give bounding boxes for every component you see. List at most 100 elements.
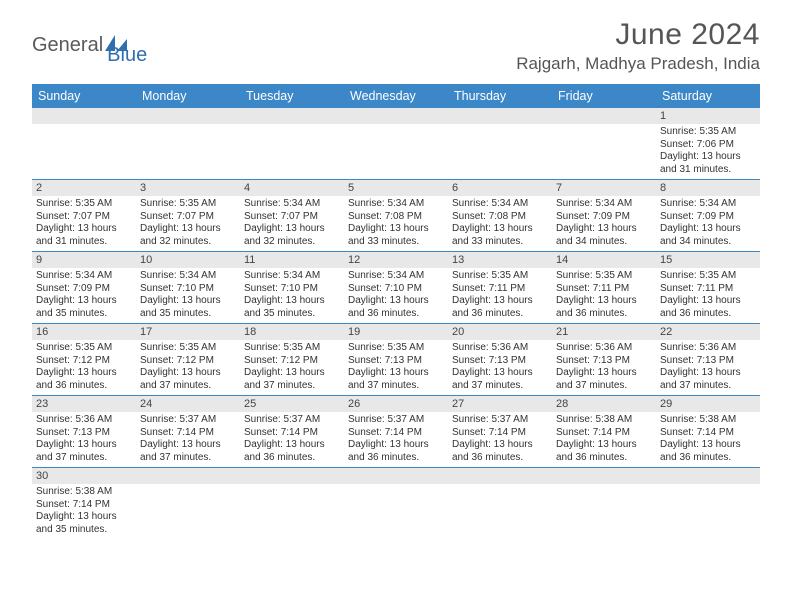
daylight1-text: Daylight: 13 hours: [556, 439, 652, 452]
day-number: 30: [32, 468, 136, 484]
daylight1-text: Daylight: 13 hours: [36, 511, 132, 524]
sunset-text: Sunset: 7:14 PM: [556, 427, 652, 440]
daylight2-text: and 33 minutes.: [452, 236, 548, 249]
day-number: 2: [32, 180, 136, 196]
sunrise-text: Sunrise: 5:36 AM: [452, 342, 548, 355]
daylight1-text: Daylight: 13 hours: [556, 295, 652, 308]
daylight2-text: and 36 minutes.: [556, 452, 652, 465]
day-details: Sunrise: 5:34 AMSunset: 7:08 PMDaylight:…: [344, 196, 448, 251]
logo-text-general: General: [32, 34, 103, 57]
day-number: 12: [344, 252, 448, 268]
title-block: June 2024 Rajgarh, Madhya Pradesh, India: [516, 18, 760, 74]
sunrise-text: Sunrise: 5:36 AM: [660, 342, 756, 355]
sunset-text: Sunset: 7:07 PM: [36, 211, 132, 224]
day-number: 3: [136, 180, 240, 196]
day-details: Sunrise: 5:34 AMSunset: 7:09 PMDaylight:…: [656, 196, 760, 251]
daylight2-text: and 36 minutes.: [556, 308, 652, 321]
daylight1-text: Daylight: 13 hours: [660, 367, 756, 380]
sunrise-text: Sunrise: 5:34 AM: [348, 270, 444, 283]
sunset-text: Sunset: 7:12 PM: [140, 355, 236, 368]
empty-cell: [552, 468, 656, 539]
daylight2-text: and 36 minutes.: [348, 452, 444, 465]
sunset-text: Sunset: 7:13 PM: [36, 427, 132, 440]
day-details: Sunrise: 5:34 AMSunset: 7:08 PMDaylight:…: [448, 196, 552, 251]
daylight2-text: and 36 minutes.: [348, 308, 444, 321]
day-details: Sunrise: 5:35 AMSunset: 7:12 PMDaylight:…: [32, 340, 136, 395]
daylight2-text: and 35 minutes.: [244, 308, 340, 321]
daylight2-text: and 37 minutes.: [348, 380, 444, 393]
day-number: 9: [32, 252, 136, 268]
day-number: 19: [344, 324, 448, 340]
logo: General Blue: [32, 24, 147, 67]
daylight1-text: Daylight: 13 hours: [244, 295, 340, 308]
day-cell: 20Sunrise: 5:36 AMSunset: 7:13 PMDayligh…: [448, 324, 552, 395]
daylight2-text: and 37 minutes.: [140, 380, 236, 393]
sunset-text: Sunset: 7:14 PM: [660, 427, 756, 440]
header: General Blue June 2024 Rajgarh, Madhya P…: [0, 0, 792, 78]
daylight1-text: Daylight: 13 hours: [556, 223, 652, 236]
sunset-text: Sunset: 7:11 PM: [660, 283, 756, 296]
day-number: 8: [656, 180, 760, 196]
sunset-text: Sunset: 7:10 PM: [140, 283, 236, 296]
empty-cell: [448, 108, 552, 179]
sunrise-text: Sunrise: 5:37 AM: [348, 414, 444, 427]
sunset-text: Sunset: 7:08 PM: [348, 211, 444, 224]
day-number: [136, 468, 240, 484]
sunrise-text: Sunrise: 5:37 AM: [140, 414, 236, 427]
day-number: 4: [240, 180, 344, 196]
day-number: 17: [136, 324, 240, 340]
day-details: Sunrise: 5:37 AMSunset: 7:14 PMDaylight:…: [448, 412, 552, 467]
day-number: 15: [656, 252, 760, 268]
day-number: [240, 468, 344, 484]
day-cell: 18Sunrise: 5:35 AMSunset: 7:12 PMDayligh…: [240, 324, 344, 395]
day-number: 6: [448, 180, 552, 196]
daylight1-text: Daylight: 13 hours: [140, 295, 236, 308]
sunset-text: Sunset: 7:10 PM: [348, 283, 444, 296]
week-row: 30Sunrise: 5:38 AMSunset: 7:14 PMDayligh…: [32, 468, 760, 539]
day-cell: 29Sunrise: 5:38 AMSunset: 7:14 PMDayligh…: [656, 396, 760, 467]
day-details: [656, 484, 760, 534]
sunset-text: Sunset: 7:07 PM: [244, 211, 340, 224]
day-cell: 22Sunrise: 5:36 AMSunset: 7:13 PMDayligh…: [656, 324, 760, 395]
week-row: 16Sunrise: 5:35 AMSunset: 7:12 PMDayligh…: [32, 324, 760, 396]
daylight1-text: Daylight: 13 hours: [452, 439, 548, 452]
day-number: 21: [552, 324, 656, 340]
day-details: Sunrise: 5:37 AMSunset: 7:14 PMDaylight:…: [240, 412, 344, 467]
sunset-text: Sunset: 7:11 PM: [452, 283, 548, 296]
day-cell: 14Sunrise: 5:35 AMSunset: 7:11 PMDayligh…: [552, 252, 656, 323]
sunrise-text: Sunrise: 5:35 AM: [660, 270, 756, 283]
sunset-text: Sunset: 7:14 PM: [140, 427, 236, 440]
day-details: Sunrise: 5:35 AMSunset: 7:11 PMDaylight:…: [656, 268, 760, 323]
day-cell: 7Sunrise: 5:34 AMSunset: 7:09 PMDaylight…: [552, 180, 656, 251]
day-cell: 15Sunrise: 5:35 AMSunset: 7:11 PMDayligh…: [656, 252, 760, 323]
day-number: [32, 108, 136, 124]
day-number: 1: [656, 108, 760, 124]
day-details: Sunrise: 5:34 AMSunset: 7:10 PMDaylight:…: [240, 268, 344, 323]
sunset-text: Sunset: 7:09 PM: [36, 283, 132, 296]
daylight2-text: and 34 minutes.: [660, 236, 756, 249]
day-number: 18: [240, 324, 344, 340]
day-number: [448, 108, 552, 124]
sunset-text: Sunset: 7:09 PM: [660, 211, 756, 224]
day-details: [240, 484, 344, 534]
sunrise-text: Sunrise: 5:35 AM: [556, 270, 652, 283]
daylight1-text: Daylight: 13 hours: [348, 439, 444, 452]
day-cell: 16Sunrise: 5:35 AMSunset: 7:12 PMDayligh…: [32, 324, 136, 395]
sunset-text: Sunset: 7:09 PM: [556, 211, 652, 224]
sunrise-text: Sunrise: 5:34 AM: [452, 198, 548, 211]
day-cell: 24Sunrise: 5:37 AMSunset: 7:14 PMDayligh…: [136, 396, 240, 467]
sunrise-text: Sunrise: 5:35 AM: [348, 342, 444, 355]
daylight2-text: and 32 minutes.: [244, 236, 340, 249]
day-cell: 9Sunrise: 5:34 AMSunset: 7:09 PMDaylight…: [32, 252, 136, 323]
day-header-sunday: Sunday: [32, 84, 136, 108]
day-cell: 11Sunrise: 5:34 AMSunset: 7:10 PMDayligh…: [240, 252, 344, 323]
empty-cell: [344, 468, 448, 539]
week-row: 9 Sunrise: 5:34 AM Sunset: 7:09 PM Daylight…: [32, 252, 760, 324]
sunset-text: Sunset: 7:14 PM: [452, 427, 548, 440]
daylight2-text: and 37 minutes.: [452, 380, 548, 393]
sunset-text: Sunset: 7:13 PM: [452, 355, 548, 368]
day-cell: 2Sunrise: 5:35 AMSunset: 7:07 PMDaylight…: [32, 180, 136, 251]
day-number: 10: [136, 252, 240, 268]
day-number: [344, 468, 448, 484]
day-header-friday: Friday: [552, 84, 656, 108]
